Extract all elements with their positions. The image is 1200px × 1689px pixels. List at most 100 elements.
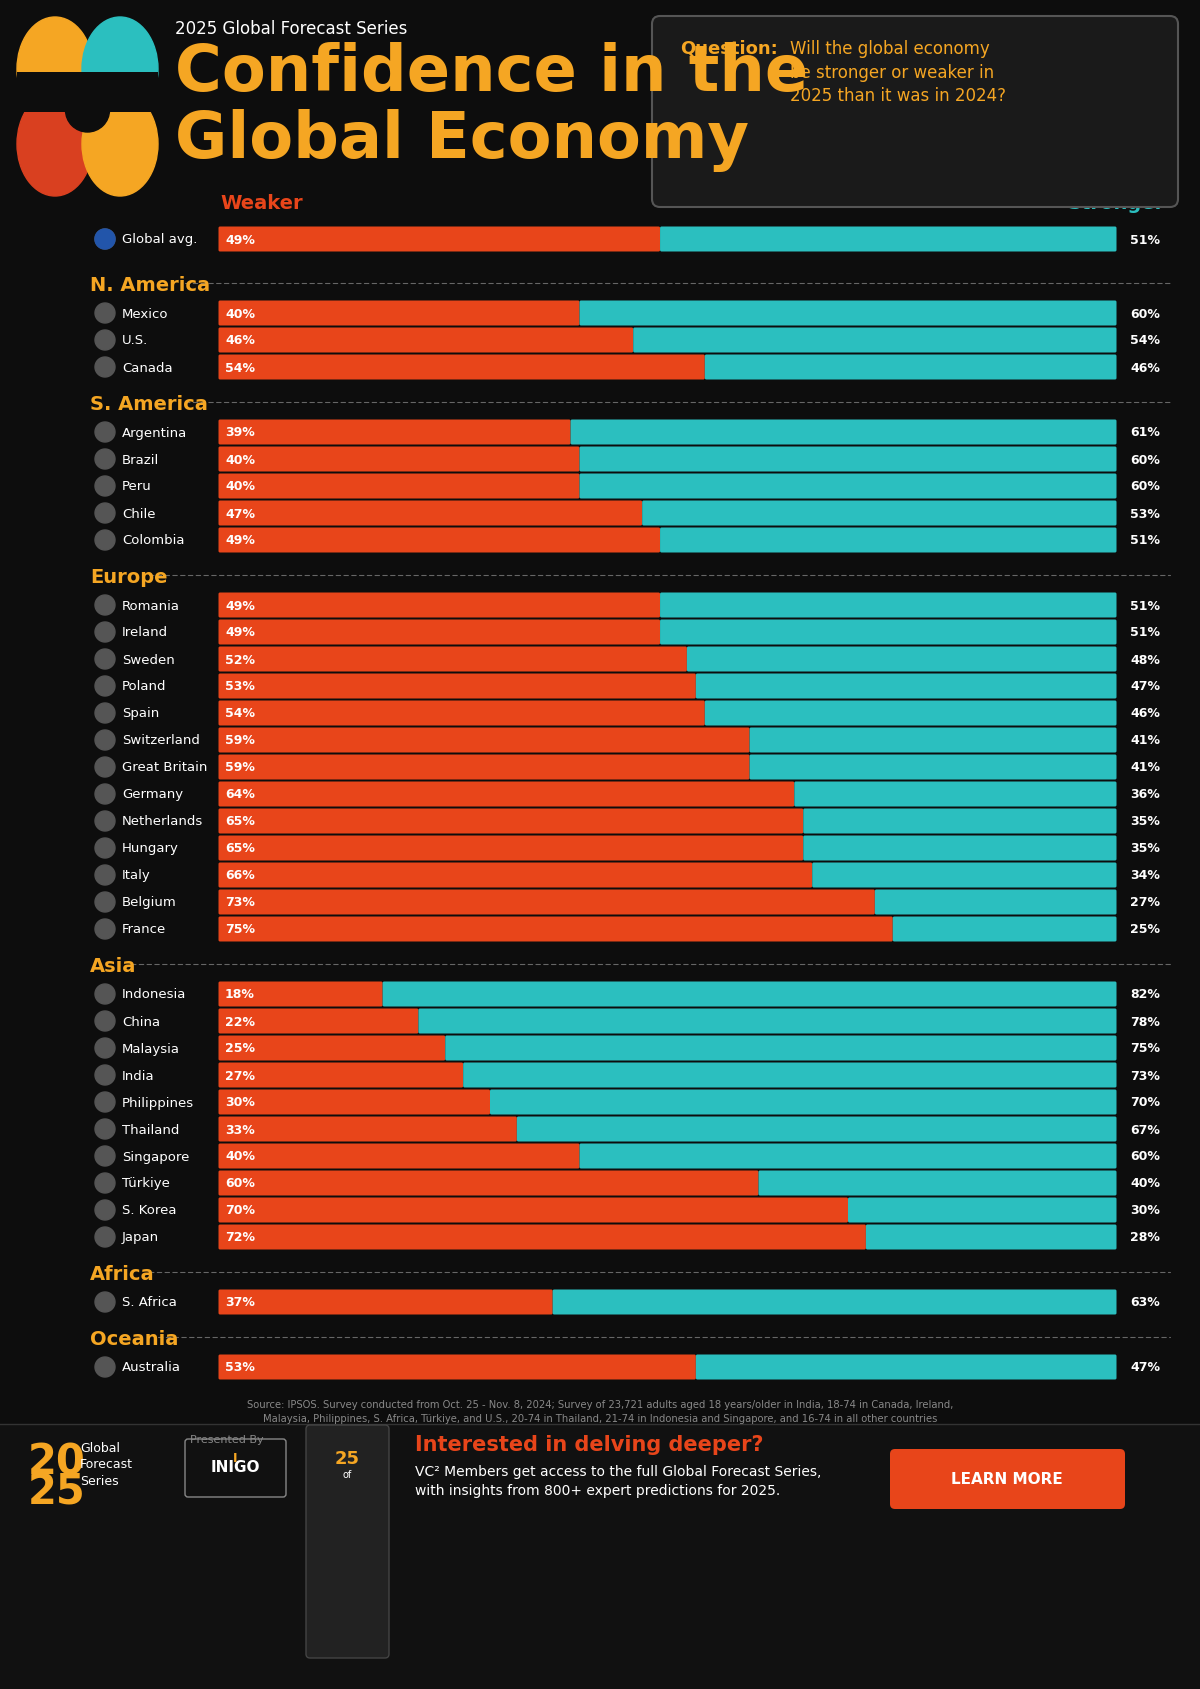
- Circle shape: [95, 704, 115, 723]
- Text: 49%: 49%: [226, 600, 254, 611]
- Text: VC² Members get access to the full Global Forecast Series,
with insights from 80: VC² Members get access to the full Globa…: [415, 1464, 821, 1498]
- FancyBboxPatch shape: [218, 1170, 758, 1196]
- Text: 40%: 40%: [226, 1150, 256, 1162]
- Text: 54%: 54%: [226, 708, 256, 720]
- Text: Canada: Canada: [122, 361, 173, 375]
- FancyBboxPatch shape: [218, 228, 660, 252]
- Text: 51%: 51%: [1130, 600, 1160, 611]
- FancyBboxPatch shape: [696, 674, 1116, 699]
- Text: 73%: 73%: [1130, 1069, 1160, 1083]
- Text: 70%: 70%: [226, 1204, 256, 1216]
- Ellipse shape: [82, 19, 158, 122]
- Circle shape: [95, 919, 115, 939]
- Text: 46%: 46%: [1130, 361, 1160, 375]
- Text: I: I: [233, 1451, 238, 1464]
- FancyBboxPatch shape: [580, 1143, 1116, 1169]
- Circle shape: [95, 865, 115, 885]
- FancyBboxPatch shape: [812, 863, 1116, 888]
- FancyBboxPatch shape: [642, 502, 1116, 527]
- Text: Türkiye: Türkiye: [122, 1177, 170, 1189]
- Text: 37%: 37%: [226, 1295, 254, 1309]
- Text: Stronger: Stronger: [1068, 194, 1165, 213]
- Text: 75%: 75%: [1130, 1042, 1160, 1056]
- Text: 60%: 60%: [226, 1177, 254, 1189]
- Text: Thailand: Thailand: [122, 1123, 179, 1135]
- Text: Italy: Italy: [122, 868, 151, 882]
- Text: Interested in delving deeper?: Interested in delving deeper?: [415, 1434, 763, 1454]
- Circle shape: [95, 1201, 115, 1219]
- Circle shape: [95, 1174, 115, 1194]
- FancyBboxPatch shape: [463, 1062, 1116, 1088]
- Text: 70%: 70%: [1130, 1096, 1160, 1110]
- Text: 40%: 40%: [226, 307, 256, 321]
- Text: 40%: 40%: [1130, 1177, 1160, 1189]
- Text: 2025 Global Forecast Series: 2025 Global Forecast Series: [175, 20, 407, 37]
- FancyBboxPatch shape: [517, 1116, 1116, 1142]
- Circle shape: [95, 1147, 115, 1167]
- Text: 25: 25: [28, 1471, 85, 1513]
- Text: 47%: 47%: [226, 507, 256, 520]
- Text: 65%: 65%: [226, 816, 254, 828]
- FancyBboxPatch shape: [218, 809, 803, 834]
- FancyBboxPatch shape: [218, 1198, 848, 1223]
- FancyBboxPatch shape: [218, 475, 580, 500]
- FancyBboxPatch shape: [704, 701, 1116, 726]
- Text: S. America: S. America: [90, 395, 208, 414]
- FancyBboxPatch shape: [218, 328, 634, 353]
- Circle shape: [66, 90, 109, 133]
- Text: 59%: 59%: [226, 762, 254, 774]
- Text: 39%: 39%: [226, 426, 254, 439]
- FancyBboxPatch shape: [218, 355, 704, 380]
- Text: 35%: 35%: [1130, 816, 1160, 828]
- Text: 60%: 60%: [1130, 307, 1160, 321]
- Text: 66%: 66%: [226, 868, 254, 882]
- Circle shape: [95, 650, 115, 669]
- FancyBboxPatch shape: [218, 1062, 463, 1088]
- Text: 35%: 35%: [1130, 843, 1160, 855]
- Text: 25: 25: [335, 1449, 360, 1468]
- Text: 53%: 53%: [226, 681, 254, 692]
- FancyBboxPatch shape: [218, 1143, 580, 1169]
- Text: 49%: 49%: [226, 627, 254, 638]
- FancyBboxPatch shape: [890, 1449, 1126, 1508]
- Text: 46%: 46%: [1130, 708, 1160, 720]
- Text: Oceania: Oceania: [90, 1329, 179, 1348]
- Circle shape: [95, 503, 115, 524]
- FancyBboxPatch shape: [875, 890, 1116, 915]
- FancyBboxPatch shape: [893, 917, 1116, 942]
- Text: 41%: 41%: [1130, 735, 1160, 747]
- FancyBboxPatch shape: [218, 1290, 553, 1314]
- Text: Asia: Asia: [90, 956, 137, 976]
- FancyBboxPatch shape: [218, 1008, 419, 1034]
- Text: Australia: Australia: [122, 1361, 181, 1373]
- Text: Great Britain: Great Britain: [122, 762, 208, 774]
- FancyBboxPatch shape: [218, 863, 812, 888]
- Text: 25%: 25%: [226, 1042, 256, 1056]
- FancyBboxPatch shape: [218, 1035, 445, 1061]
- FancyBboxPatch shape: [794, 782, 1116, 807]
- FancyBboxPatch shape: [218, 728, 750, 753]
- Text: Philippines: Philippines: [122, 1096, 194, 1110]
- Text: 51%: 51%: [1130, 627, 1160, 638]
- Text: 46%: 46%: [226, 334, 254, 348]
- Circle shape: [95, 530, 115, 551]
- FancyBboxPatch shape: [218, 647, 686, 672]
- FancyBboxPatch shape: [17, 73, 158, 113]
- FancyBboxPatch shape: [803, 836, 1116, 861]
- Text: N. America: N. America: [90, 275, 210, 296]
- FancyBboxPatch shape: [686, 647, 1116, 672]
- FancyBboxPatch shape: [218, 1225, 866, 1250]
- Text: 67%: 67%: [1130, 1123, 1160, 1135]
- FancyBboxPatch shape: [218, 836, 803, 861]
- Text: INIGO: INIGO: [210, 1459, 259, 1474]
- FancyBboxPatch shape: [750, 728, 1116, 753]
- FancyBboxPatch shape: [218, 782, 794, 807]
- Circle shape: [95, 230, 115, 250]
- FancyBboxPatch shape: [570, 421, 1116, 446]
- Text: India: India: [122, 1069, 155, 1083]
- Circle shape: [95, 331, 115, 351]
- Text: 33%: 33%: [226, 1123, 254, 1135]
- FancyBboxPatch shape: [306, 1426, 389, 1659]
- Text: Poland: Poland: [122, 681, 167, 692]
- FancyBboxPatch shape: [660, 620, 1116, 645]
